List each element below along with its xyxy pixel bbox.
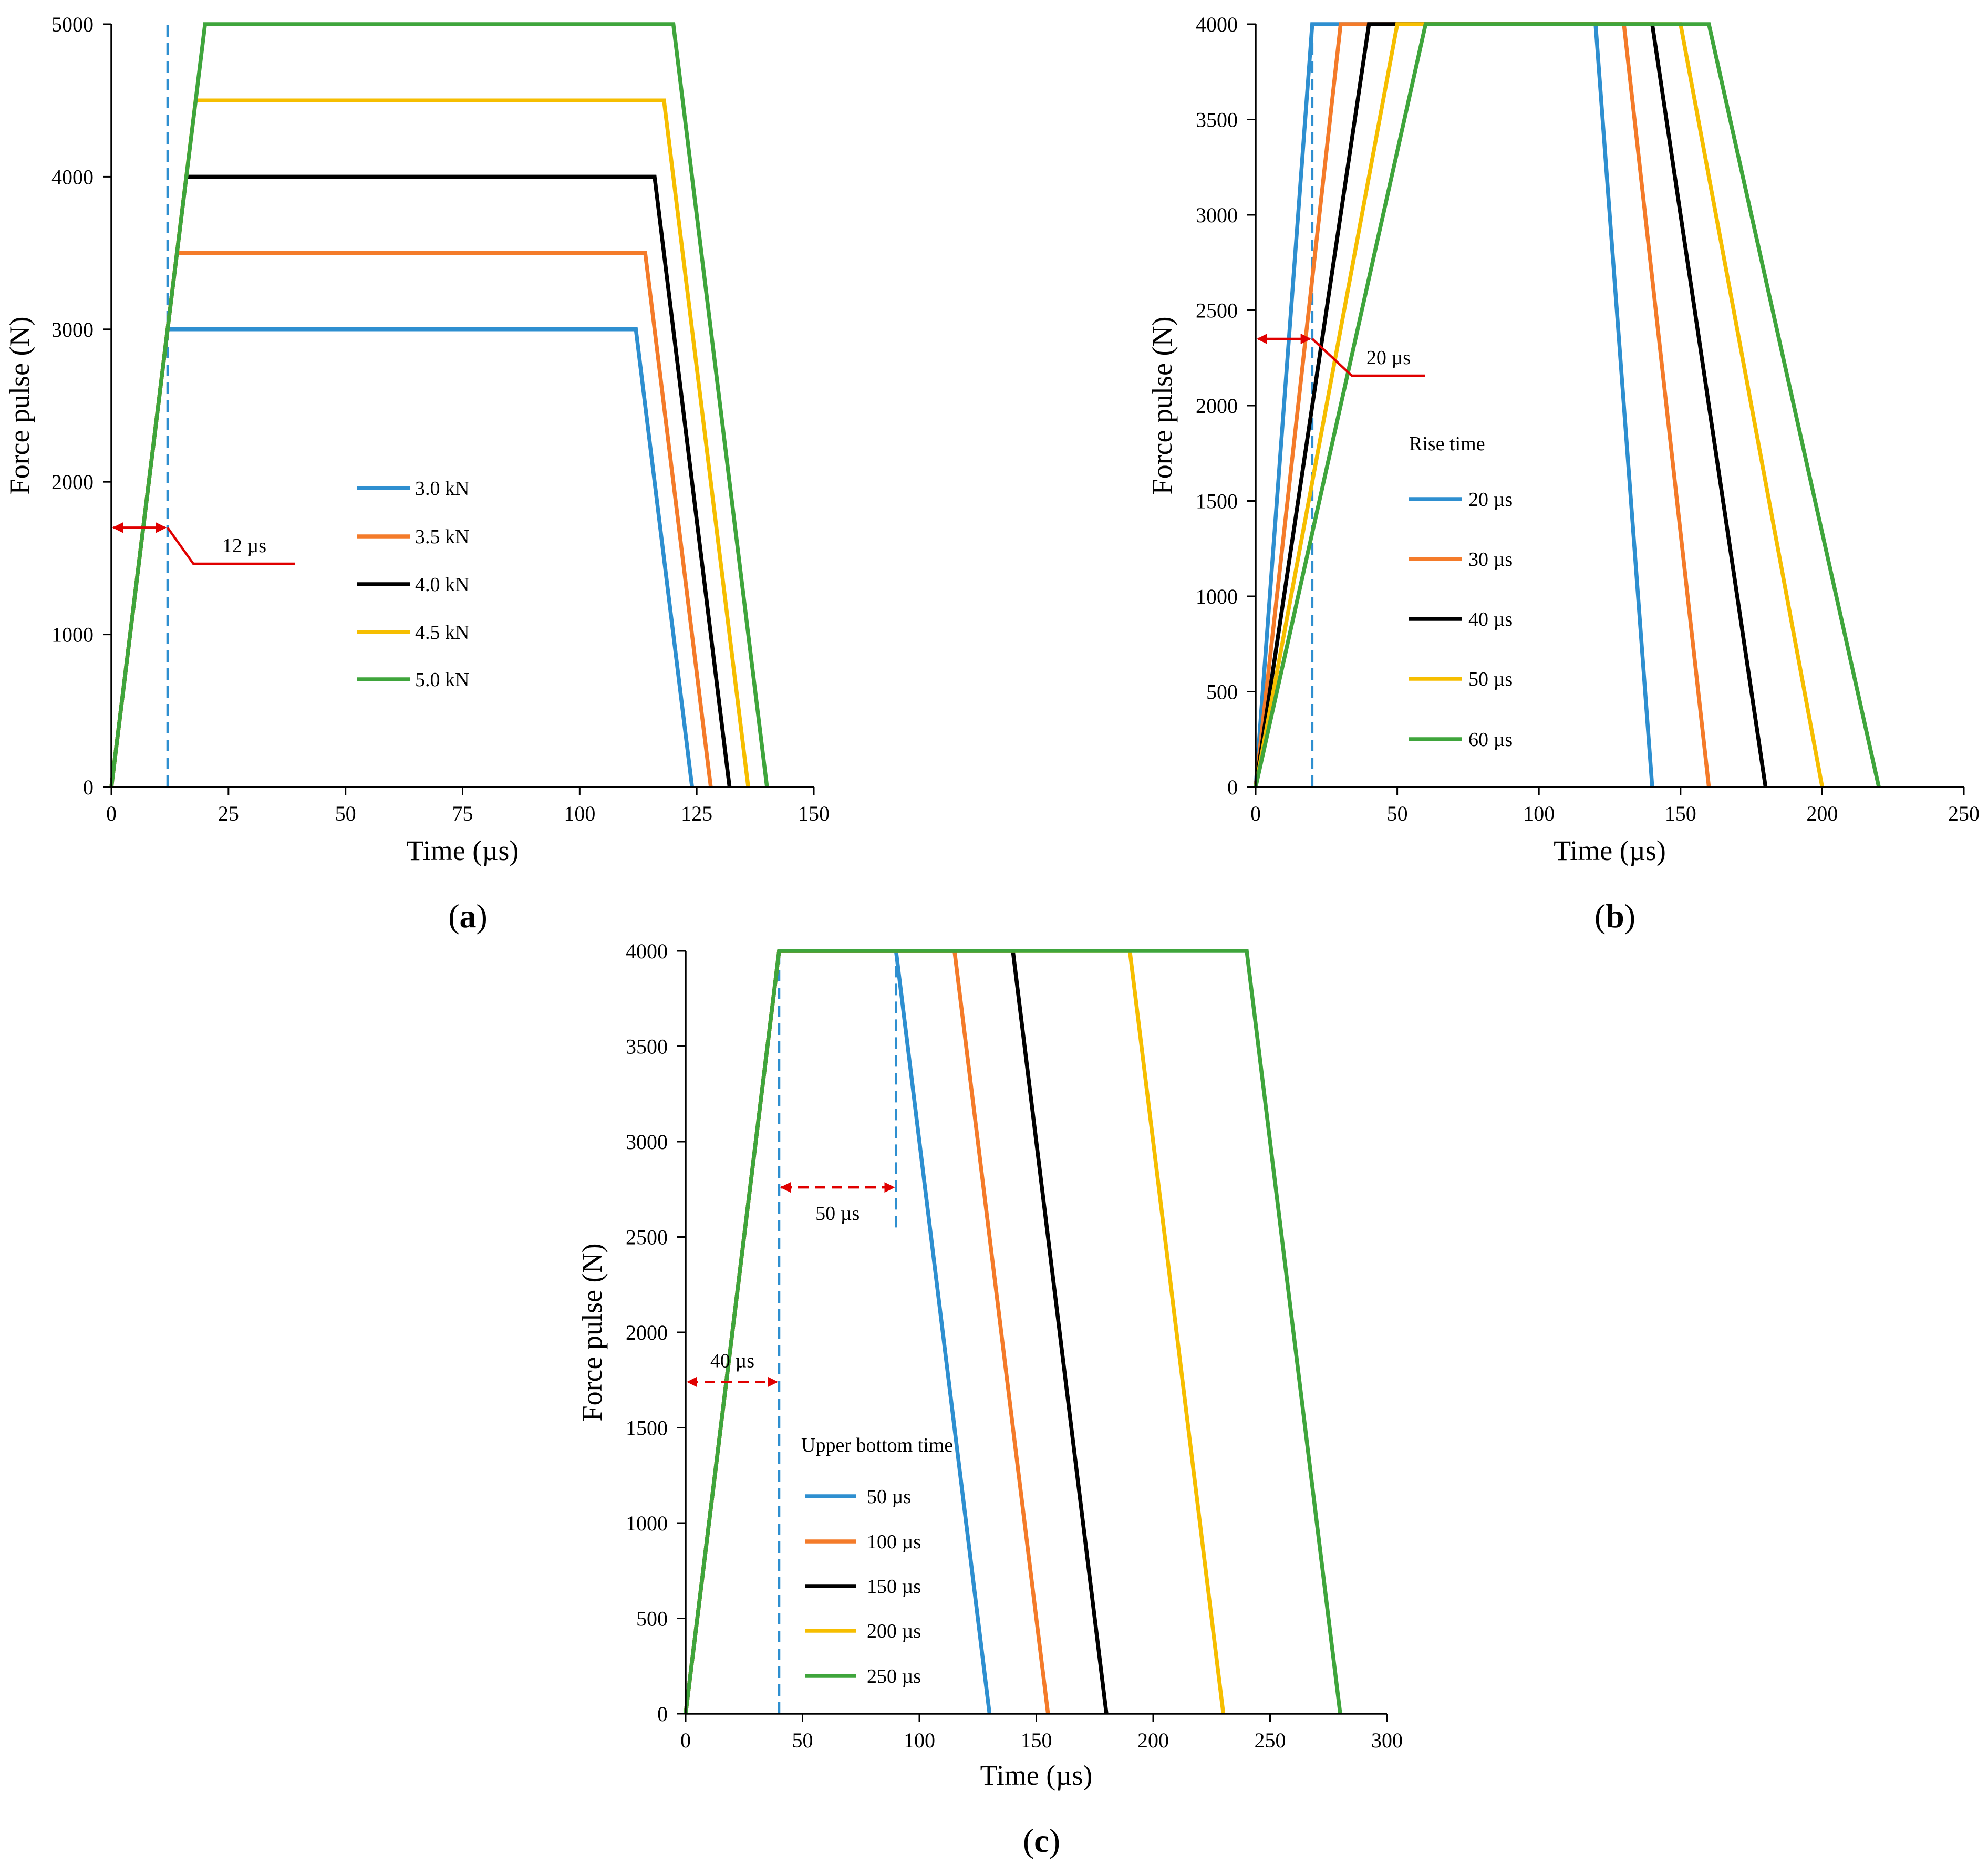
series-line-5.0-kN [109,22,769,788]
y-axis-title: Force pulse (N) [576,1244,608,1422]
series-line-3.5-kN [109,251,713,788]
legend-label: 200 µs [867,1620,921,1642]
annotation-label: 20 µs [1366,347,1411,369]
x-tick-label: 0 [680,1728,691,1752]
legend-label: 150 µs [867,1576,921,1598]
y-tick-label: 0 [83,775,94,799]
y-tick-label: 5000 [51,13,94,36]
y-tick-label: 3000 [626,1130,668,1154]
x-tick-label: 0 [106,802,117,825]
y-tick-label: 1000 [1196,585,1238,608]
series-line-100-µs [684,949,1050,1714]
panel-label: (a) [448,897,488,935]
y-tick-label: 3000 [1196,203,1238,227]
panel-label: (c) [1023,1822,1060,1859]
legend-label: 5.0 kN [415,669,469,691]
y-tick-label: 1000 [51,623,94,647]
y-tick-label: 4000 [1196,13,1238,36]
x-tick-label: 250 [1948,802,1980,825]
x-axis-title: Time (µs) [1554,835,1666,866]
legend-label: 100 µs [867,1531,921,1553]
annotation-leader [1311,338,1425,377]
x-tick-label: 100 [564,802,595,825]
x-tick-label: 150 [1665,802,1696,825]
annotation-label: 50 µs [815,1203,860,1225]
annotation-label: 12 µs [222,535,266,557]
x-tick-label: 50 [792,1728,813,1752]
y-tick-label: 2500 [626,1226,668,1249]
x-tick-label: 200 [1137,1728,1169,1752]
y-tick-label: 1500 [626,1416,668,1440]
x-axis-title: Time (µs) [980,1759,1093,1791]
x-tick-label: 150 [1021,1728,1052,1752]
legend-label: 60 µs [1468,729,1513,751]
legend-label: 30 µs [1468,548,1513,571]
y-tick-label: 1500 [1196,490,1238,513]
y-axis-title: Force pulse (N) [1146,317,1178,495]
annotation-leader [167,527,295,565]
x-tick-label: 50 [335,802,356,825]
y-tick-label: 0 [657,1702,668,1726]
y-tick-label: 4000 [626,939,668,963]
legend-label: 3.0 kN [415,478,469,500]
legend-label: 50 µs [1468,668,1513,690]
legend-label: 50 µs [867,1486,911,1508]
legend-title: Rise time [1409,433,1485,455]
x-tick-label: 50 [1387,802,1408,825]
y-axis-title: Force pulse (N) [4,317,35,495]
y-tick-label: 2500 [1196,299,1238,323]
y-tick-label: 500 [636,1607,668,1631]
panel-label: (b) [1594,897,1635,935]
y-tick-label: 2000 [626,1321,668,1344]
series-line-60-µs [1254,22,1881,788]
x-tick-label: 300 [1371,1728,1403,1752]
legend-label: 20 µs [1468,489,1513,511]
annotation-label: 40 µs [710,1350,754,1372]
x-axis-title: Time (µs) [407,835,519,866]
chart-panel-c: 0 500 1000 1500 2000 2500 3000 3500 4000 0 50 100 15… [576,939,1403,1859]
y-tick-label: 500 [1206,680,1238,704]
chart-panel-b: 0 500 1000 1500 2000 2500 3000 3500 4000 0 50 100 15… [1146,13,1980,935]
x-tick-label: 100 [1523,802,1555,825]
x-tick-label: 200 [1806,802,1838,825]
series-line-20-µs [1254,22,1654,788]
series-line-3.0-kN [109,327,695,788]
legend-label: 3.5 kN [415,526,469,548]
legend-label: 4.5 kN [415,622,469,644]
y-tick-label: 4000 [51,165,94,189]
series-line-250-µs [684,949,1342,1714]
x-tick-label: 0 [1250,802,1261,825]
chart-panel-a: 0 1000 2000 3000 4000 5000 0 25 50 75 100 125 150 Tim… [4,13,830,935]
x-tick-label: 150 [798,802,830,825]
x-tick-label: 75 [452,802,473,825]
y-tick-label: 3500 [1196,108,1238,132]
y-tick-label: 0 [1227,775,1238,799]
x-tick-label: 100 [904,1728,935,1752]
legend-label: 40 µs [1468,608,1513,630]
y-tick-label: 3500 [626,1035,668,1059]
legend-label: 250 µs [867,1665,921,1687]
y-tick-label: 2000 [1196,394,1238,418]
y-tick-label: 3000 [51,318,94,341]
x-tick-label: 25 [218,802,239,825]
y-tick-label: 2000 [51,470,94,494]
x-tick-label: 125 [681,802,712,825]
legend-title: Upper bottom time [801,1434,953,1456]
x-tick-label: 250 [1255,1728,1286,1752]
legend-label: 4.0 kN [415,574,469,596]
y-tick-label: 1000 [626,1511,668,1535]
